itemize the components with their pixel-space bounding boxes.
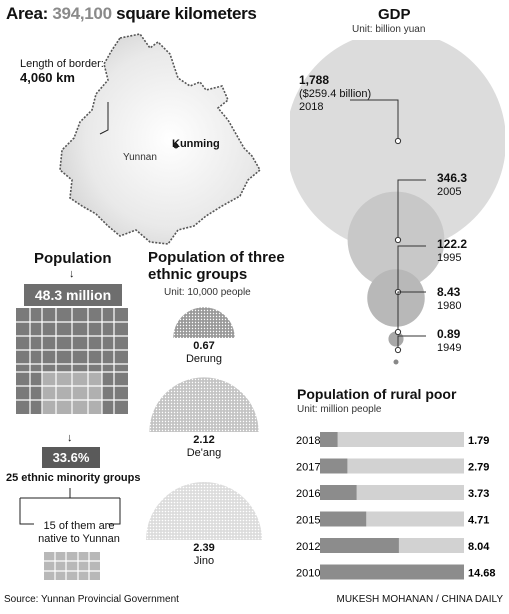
- ethnic-value-0: 0.67: [193, 340, 215, 352]
- native-note-line1: 15 of them are: [43, 520, 115, 532]
- gdp-label-2018: 1,788 ($259.4 billion) 2018: [299, 74, 371, 114]
- rural-track-2018: [320, 432, 464, 447]
- border-label: Length of border: 4,060 km: [20, 58, 104, 86]
- gdp-leader-1949: [397, 335, 426, 350]
- ethnic-value-2: 2.39: [193, 542, 215, 554]
- rural-value-2010: 14.68: [468, 568, 496, 580]
- rural-title: Population of rural poor: [297, 386, 457, 402]
- gdp-dot-1980: [394, 328, 402, 336]
- gdp-year-1995: 1995: [437, 252, 462, 264]
- rural-value-2015: 4.71: [468, 515, 489, 527]
- gdp-dot-2005: [394, 236, 402, 244]
- source-note: Source: Yunnan Provincial Government: [4, 594, 179, 605]
- ethnic-semicircle-deang: [149, 377, 259, 432]
- rural-unit: Unit: million people: [297, 404, 382, 415]
- gdp-label-2005: 346.3 2005: [437, 172, 467, 199]
- gdp-leader-2018: [350, 99, 399, 141]
- gdp-label-1995: 122.2 1995: [437, 238, 467, 265]
- rural-value-2018: 1.79: [468, 435, 489, 447]
- native-note: 15 of them are native to Yunnan: [38, 520, 120, 546]
- ethnic-semicircle-jino: [146, 482, 262, 540]
- gdp-label-1949: 0.89 1949: [437, 328, 461, 355]
- rural-year-2012: 2012: [296, 541, 320, 553]
- kunming-label: Kunming: [172, 138, 220, 150]
- gdp-note-2018: ($259.4 billion): [299, 88, 372, 100]
- area-value: 394,100: [52, 4, 112, 23]
- gdp-leader-1995: [397, 245, 426, 292]
- pct-arrow: ↓: [67, 432, 73, 444]
- area-prefix: Area:: [6, 4, 53, 23]
- rural-year-2017: 2017: [296, 462, 320, 474]
- ethnic-name-0: Derung: [185, 353, 223, 365]
- native-note-line2: native to Yunnan: [38, 533, 120, 545]
- credit-note: MUKESH MOHANAN / CHINA DAILY: [336, 594, 503, 605]
- gdp-title: GDP: [378, 6, 411, 23]
- yunnan-label: Yunnan: [123, 152, 157, 163]
- gdp-bubble-1980: [388, 331, 404, 347]
- ethnic-title: Population of three ethnic groups: [148, 249, 285, 283]
- rural-bar-2010: [320, 564, 464, 580]
- kunming-dot: [173, 143, 179, 149]
- gdp-value-1949: 0.89: [437, 327, 461, 341]
- bracket-lines: [19, 488, 121, 525]
- rural-bar-2015: [320, 511, 367, 527]
- border-value: 4,060 km: [20, 70, 75, 85]
- gdp-bubble-2018: [290, 40, 505, 251]
- gdp-value-2018: 1,788: [299, 73, 330, 87]
- rural-year-2010: 2010: [296, 568, 320, 580]
- gdp-label-1980: 8.43 1980: [437, 286, 461, 313]
- rural-value-2017: 2.79: [468, 462, 489, 474]
- gdp-dot-2018: [394, 137, 402, 145]
- gdp-bubble-1949: [393, 359, 399, 365]
- native-grid: [44, 552, 100, 580]
- ethnic-name-2: Jino: [193, 555, 215, 567]
- border-label-text: Length of border:: [20, 58, 104, 70]
- area-title: Area: 394,100 square kilometers: [6, 4, 257, 24]
- area-suffix: square kilometers: [111, 4, 257, 23]
- population-title: Population: [34, 250, 112, 267]
- population-grid: [16, 308, 128, 414]
- rural-bar-2016: [320, 485, 357, 500]
- yunnan-map: [59, 33, 262, 245]
- gdp-value-1995: 122.2: [437, 237, 468, 251]
- gdp-year-1949: 1949: [437, 342, 462, 354]
- rural-year-2015: 2015: [296, 515, 320, 527]
- gdp-leader-1980: [397, 291, 426, 332]
- rural-year-2016: 2016: [296, 488, 320, 500]
- gdp-leader-2005: [397, 179, 426, 240]
- ethnic-name-1: De'ang: [186, 447, 222, 459]
- gdp-value-2005: 346.3: [437, 171, 468, 185]
- population-arrow: ↓: [69, 268, 75, 280]
- rural-chart: 2018 1.79 2017 2.79 2016 3.73 2015 4.71 2012 8.04…: [296, 432, 496, 580]
- rural-year-2018: 2018: [296, 435, 320, 447]
- gdp-year-2018: 2018: [299, 101, 324, 113]
- province-outline: [59, 33, 262, 245]
- ethnic-semicircle-derung: [173, 307, 235, 338]
- rural-bar-2012: [320, 538, 399, 553]
- ethnic-value-1: 2.12: [193, 434, 215, 446]
- rural-value-2012: 8.04: [468, 541, 490, 553]
- gdp-year-2005: 2005: [437, 186, 462, 198]
- gdp-dot-1949: [394, 346, 402, 354]
- gdp-year-1980: 1980: [437, 300, 462, 312]
- leader-line: [99, 102, 109, 135]
- rural-bar-2018: [320, 432, 338, 447]
- minority-share-box: 33.6%: [42, 447, 100, 468]
- ethnic-chart: [146, 307, 262, 540]
- gdp-value-1980: 8.43: [437, 285, 461, 299]
- minority-groups-label: 25 ethnic minority groups: [6, 472, 141, 484]
- gdp-chart: [290, 40, 505, 365]
- population-total-box: 48.3 million: [24, 284, 122, 306]
- grid-lines: [16, 308, 128, 414]
- gdp-unit: Unit: billion yuan: [352, 24, 426, 35]
- ethnic-unit: Unit: 10,000 people: [164, 287, 251, 298]
- rural-track-2017: [320, 458, 464, 474]
- rural-bar-2017: [320, 458, 348, 474]
- rural-value-2016: 3.73: [468, 488, 489, 500]
- gdp-bubble-1995: [367, 269, 425, 327]
